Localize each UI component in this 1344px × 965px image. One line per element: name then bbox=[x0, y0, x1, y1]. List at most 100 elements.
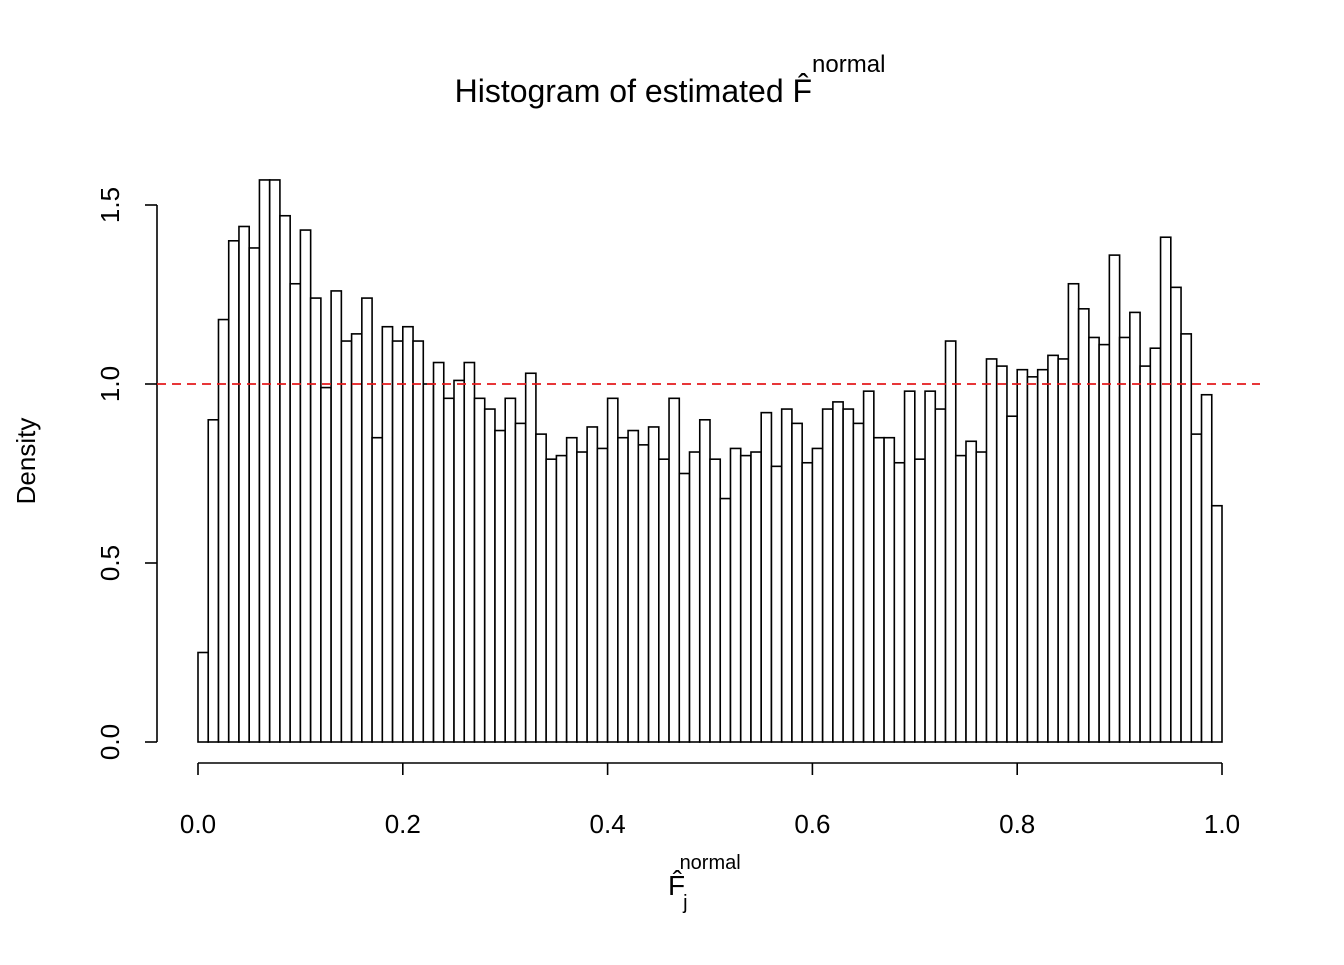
bar bbox=[913, 458, 926, 743]
x-tick-label: 0.2 bbox=[385, 809, 421, 839]
bar bbox=[412, 340, 425, 743]
bar bbox=[371, 436, 384, 743]
bar bbox=[422, 383, 435, 743]
bar bbox=[545, 458, 558, 743]
bar bbox=[320, 386, 332, 743]
bar bbox=[606, 397, 619, 743]
x-tick-label: 0.4 bbox=[590, 809, 626, 839]
bar bbox=[381, 325, 394, 743]
bar bbox=[432, 361, 445, 743]
bar bbox=[309, 297, 322, 743]
chart-title: Histogram of estimated F̂normal bbox=[455, 51, 886, 109]
bar bbox=[442, 397, 455, 743]
bar bbox=[627, 429, 640, 743]
bar bbox=[883, 436, 896, 743]
bar bbox=[852, 422, 865, 743]
bar bbox=[1088, 336, 1100, 743]
bar bbox=[361, 297, 373, 743]
bar bbox=[678, 472, 691, 743]
x-axis-label: F̂ j normal bbox=[668, 852, 741, 914]
bar bbox=[832, 401, 844, 743]
bar bbox=[1057, 358, 1070, 743]
bar bbox=[463, 361, 476, 743]
bar bbox=[1129, 311, 1141, 743]
bar bbox=[227, 240, 240, 743]
bar bbox=[750, 451, 763, 743]
bar bbox=[791, 422, 803, 743]
bar bbox=[483, 408, 496, 743]
bar bbox=[924, 390, 937, 743]
bar bbox=[1139, 365, 1152, 743]
bar bbox=[1159, 236, 1172, 743]
bar bbox=[514, 422, 527, 743]
bar bbox=[238, 225, 251, 743]
x-label-base: F̂ bbox=[668, 870, 685, 901]
bar bbox=[739, 454, 752, 743]
bar bbox=[391, 340, 404, 743]
bar bbox=[1149, 347, 1162, 743]
y-axis-label: Density bbox=[11, 418, 41, 505]
bar bbox=[760, 411, 773, 743]
bar bbox=[688, 451, 701, 743]
bar bbox=[647, 426, 660, 743]
bar bbox=[1180, 333, 1193, 743]
bar bbox=[719, 497, 732, 743]
x-label-superscript: normal bbox=[680, 852, 741, 874]
y-tick-label: 1.0 bbox=[95, 366, 125, 402]
bar bbox=[668, 397, 681, 743]
bar bbox=[954, 454, 967, 743]
y-tick-label: 0.0 bbox=[95, 724, 125, 760]
bar bbox=[821, 408, 834, 743]
bar bbox=[596, 447, 609, 743]
bar bbox=[944, 340, 957, 743]
bar bbox=[258, 179, 271, 743]
bar bbox=[1036, 368, 1049, 743]
bar bbox=[1006, 415, 1019, 743]
bar bbox=[873, 436, 885, 743]
bar bbox=[504, 397, 517, 743]
bar bbox=[975, 451, 988, 743]
bar bbox=[279, 214, 291, 743]
bar bbox=[268, 179, 281, 743]
bar bbox=[617, 436, 629, 743]
bar bbox=[330, 290, 343, 743]
bar bbox=[586, 426, 599, 743]
y-tick-label: 1.5 bbox=[95, 187, 125, 223]
bar bbox=[1047, 354, 1059, 743]
bar bbox=[1210, 504, 1223, 743]
bar bbox=[1016, 368, 1029, 743]
x-tick-label: 0.8 bbox=[999, 809, 1035, 839]
bar bbox=[709, 458, 722, 743]
bar bbox=[340, 340, 353, 743]
bar bbox=[1077, 308, 1090, 743]
bar bbox=[1026, 376, 1039, 743]
bar bbox=[811, 447, 824, 743]
bar bbox=[1190, 433, 1203, 743]
bar bbox=[494, 429, 506, 743]
bar bbox=[657, 458, 670, 743]
bar bbox=[350, 333, 363, 743]
bar bbox=[985, 358, 998, 743]
title-superscript: normal bbox=[812, 51, 885, 78]
bar bbox=[401, 325, 414, 743]
bar bbox=[217, 318, 230, 743]
bar bbox=[780, 408, 793, 743]
bar bbox=[453, 379, 466, 743]
bar bbox=[893, 461, 906, 743]
x-tick-label: 1.0 bbox=[1204, 809, 1240, 839]
bar bbox=[934, 408, 947, 743]
bar bbox=[903, 390, 916, 743]
bar bbox=[207, 418, 220, 743]
bar bbox=[248, 247, 261, 743]
bar bbox=[524, 372, 537, 743]
bar bbox=[1098, 343, 1111, 743]
y-tick-label: 0.5 bbox=[95, 545, 125, 581]
bar bbox=[576, 451, 588, 743]
bar bbox=[1200, 393, 1213, 743]
title-main: Histogram of estimated F̂ bbox=[455, 73, 812, 109]
bar bbox=[770, 465, 783, 743]
bar bbox=[1067, 282, 1080, 743]
bar bbox=[535, 433, 547, 743]
